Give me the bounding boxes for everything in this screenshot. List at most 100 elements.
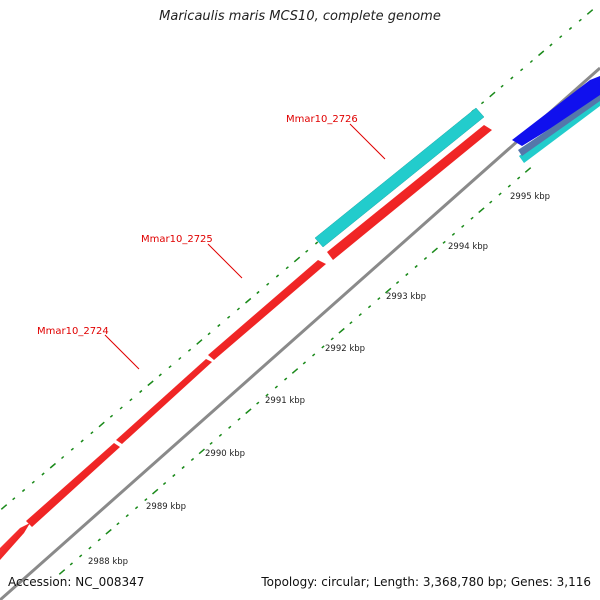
scale-label-2993: 2993 kbp: [386, 292, 426, 302]
scale-label-2994: 2994 kbp: [448, 242, 488, 252]
scale-label-2990: 2990 kbp: [205, 449, 245, 459]
upper-tick-mark: [266, 282, 270, 286]
lower-tick-mark: [181, 465, 185, 470]
lower-tick-mark: [152, 488, 159, 495]
lower-tick-mark: [125, 514, 129, 518]
upper-tick-mark: [49, 462, 56, 469]
scale-label-2995: 2995 kbp: [510, 192, 550, 202]
blue-gene-arrow[interactable]: [512, 76, 600, 146]
scale-label-2991: 2991 kbp: [265, 396, 305, 406]
upper-tick-mark: [538, 50, 545, 57]
lower-tick-mark: [498, 192, 502, 196]
upper-tick-mark: [168, 365, 172, 369]
lower-tick-mark: [274, 385, 278, 389]
scale-label-2989: 2989 kbp: [146, 502, 186, 512]
lower-tick-mark: [302, 361, 306, 365]
gene-arrow-2724-b[interactable]: [116, 359, 212, 444]
upper-tick-mark: [275, 274, 280, 278]
cds-feature-2726[interactable]: [314, 107, 485, 248]
label-line-2724: [104, 334, 140, 370]
upper-tick-mark: [578, 18, 582, 22]
upper-tick-mark: [119, 406, 123, 410]
forward-gene-track: [0, 125, 492, 560]
lower-tick-mark: [377, 297, 381, 301]
lower-tick-mark: [524, 167, 532, 173]
gene-arrow-2725[interactable]: [208, 260, 326, 360]
lower-tick-mark: [134, 506, 139, 510]
lower-tick-mark: [69, 562, 73, 566]
upper-tick-mark: [109, 414, 114, 418]
upper-tick-mark: [80, 439, 84, 443]
lower-tick-mark: [291, 368, 299, 374]
gene-label-2724[interactable]: Mmar10_2724: [37, 326, 109, 337]
lower-tick-mark: [116, 522, 120, 526]
lower-tick-mark: [507, 184, 511, 188]
lower-tick-mark: [442, 240, 446, 244]
scale-label-2988: 2988 kbp: [88, 557, 128, 567]
upper-tick-mark: [12, 497, 16, 501]
lower-tick-mark: [228, 425, 232, 429]
lower-tick-mark: [338, 327, 345, 334]
upper-tick-mark: [187, 348, 192, 352]
upper-tick-mark: [70, 447, 74, 451]
lower-tick-mark: [190, 457, 195, 461]
scale-labels: 2988 kbp 2989 kbp 2990 kbp 2991 kbp 2992…: [88, 192, 550, 567]
upper-tick-mark: [178, 356, 182, 361]
upper-tick-mark: [139, 389, 143, 394]
upper-tick-mark: [21, 488, 26, 493]
lower-tick-mark: [284, 377, 288, 381]
upper-tick-mark: [285, 266, 289, 270]
upper-tick-mark: [520, 68, 524, 72]
upper-tick-mark: [90, 431, 94, 435]
upper-tick-mark: [158, 373, 162, 377]
gene-arrow-2724-a[interactable]: [26, 443, 120, 527]
gene-arrow-2726[interactable]: [327, 125, 492, 260]
label-line-2725: [207, 243, 243, 279]
upper-tick-mark: [129, 398, 133, 402]
upper-tick-mark: [559, 35, 563, 39]
upper-tick-mark: [568, 26, 573, 31]
upper-tick-mark: [245, 297, 252, 304]
accession-label: Accession:: [8, 575, 72, 589]
lower-tick-mark: [358, 313, 362, 317]
upper-tick-mark: [31, 480, 35, 484]
lower-tick-mark: [105, 528, 112, 535]
upper-tick-mark: [227, 315, 231, 319]
lower-tick-mark: [431, 247, 438, 254]
lower-tick-mark: [209, 441, 213, 445]
lower-tick-mark: [172, 473, 176, 478]
lower-tick-mark: [218, 433, 223, 437]
topology-label: Topology:: [261, 575, 318, 589]
upper-tick-mark: [529, 59, 534, 64]
lower-tick-mark: [461, 224, 465, 228]
lower-tick-mark: [312, 353, 316, 357]
upper-tick-mark: [305, 249, 309, 253]
lower-tick-mark: [321, 345, 325, 349]
upper-tick-mark: [0, 504, 8, 510]
lower-tick-mark: [162, 482, 167, 486]
upper-tick-mark: [147, 380, 154, 387]
lower-tick-mark: [451, 232, 456, 236]
lower-tick-mark: [88, 546, 92, 550]
gene-label-2725[interactable]: Mmar10_2725: [141, 234, 213, 245]
gene-label-2726[interactable]: Mmar10_2726: [286, 114, 358, 125]
genes-value: 3,116: [556, 575, 591, 589]
sequence-backbone-line: [0, 66, 600, 600]
lower-tick-mark: [79, 554, 83, 558]
upper-tick-mark: [500, 84, 504, 88]
lower-tick-mark: [405, 272, 409, 277]
upper-tick-mark: [549, 43, 553, 47]
blue-gene-arrow-dark[interactable]: [518, 95, 600, 156]
lower-tick-mark: [423, 256, 428, 260]
lower-tick-mark: [489, 200, 493, 204]
lower-tick-mark: [265, 393, 269, 397]
gene-arrow-2723[interactable]: [0, 523, 30, 560]
lower-tick-track: [58, 167, 532, 575]
upper-tick-mark: [60, 455, 65, 460]
upper-tick-mark: [98, 421, 105, 428]
upper-tick-mark: [207, 332, 211, 336]
length-value: 3,368,780 bp: [422, 575, 503, 589]
genome-stats: Topology: circular; Length: 3,368,780 bp…: [261, 575, 591, 589]
lower-tick-mark: [237, 417, 241, 421]
